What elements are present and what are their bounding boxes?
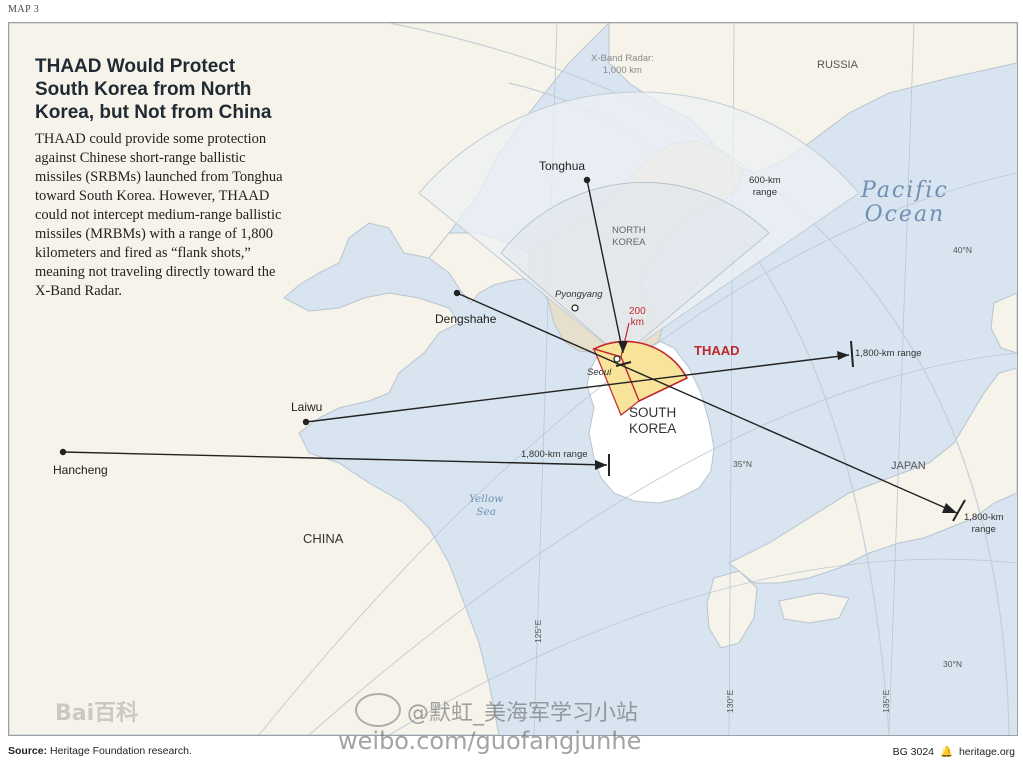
label-china: CHINA	[303, 531, 344, 546]
label-laiwu: Laiwu	[291, 400, 323, 414]
range-600-label: 600-km range	[749, 175, 781, 198]
dengshahe-dot	[453, 289, 461, 297]
info-panel: THAAD Would Protect South Korea from Nor…	[35, 55, 287, 301]
map-number: MAP 3	[8, 4, 40, 15]
source-label: Source:	[8, 745, 48, 757]
label-thaad: THAAD	[694, 343, 740, 358]
label-pyongyang: Pyongyang	[555, 289, 603, 300]
label-south-korea: SOUTH KOREA	[629, 405, 677, 436]
label-35n: 35°N	[733, 459, 752, 469]
weibo-handle-watermark: @默虹_美海军学习小站	[407, 701, 639, 726]
radar-coverage-600km	[500, 182, 770, 358]
label-yellow-sea: Yellow Sea	[469, 493, 504, 518]
footer-source: Source: Heritage Foundation research.	[8, 745, 192, 757]
baidu-watermark: Bai百科	[55, 701, 139, 726]
trajectory-laiwu	[305, 354, 850, 423]
arrow-laiwu	[837, 351, 849, 360]
map-title: THAAD Would Protect South Korea from Nor…	[35, 56, 272, 123]
trajectory-hancheng	[62, 451, 608, 466]
japan-honshu	[728, 367, 1017, 584]
label-tonghua: Tonghua	[539, 159, 586, 173]
range-label-hancheng: 1,800-km range	[521, 449, 588, 460]
label-200km: 200 km	[629, 306, 646, 328]
thaad-coverage-rear	[592, 348, 640, 416]
footer-right: BG 3024 🔔 heritage.org	[893, 745, 1015, 758]
site-link[interactable]: heritage.org	[958, 746, 1015, 758]
arrow-dengshahe	[942, 503, 957, 513]
trajectory-dengshahe	[456, 292, 958, 514]
laiwu-dot	[302, 418, 310, 426]
range-end-ticks	[608, 340, 966, 522]
weibo-url-watermark: weibo.com/guofangjunhe	[338, 727, 642, 755]
map-area: THAAD Would Protect South Korea from Nor…	[8, 22, 1018, 736]
report-code: BG 3024	[892, 746, 935, 758]
bell-icon: 🔔	[939, 746, 954, 758]
label-japan: JAPAN	[891, 460, 926, 472]
japan-hokkaido	[990, 292, 1017, 354]
label-30n: 30°N	[943, 659, 962, 669]
missile-trajectories	[62, 179, 958, 514]
source-text: Heritage Foundation research.	[50, 745, 192, 757]
range-label-dengshahe: 1,800-km range	[964, 512, 1004, 535]
radar-coverage-1000km	[418, 91, 860, 358]
label-north-korea: NORTH KOREA	[612, 225, 646, 248]
label-130e: 130°E	[725, 689, 735, 713]
map-description: THAAD could provide some protection agai…	[35, 131, 283, 299]
label-hancheng: Hancheng	[53, 463, 108, 477]
label-seoul: Seoul	[587, 367, 612, 378]
hancheng-dot	[59, 448, 67, 456]
seoul-dot	[613, 355, 621, 363]
weibo-logo	[355, 693, 401, 727]
label-pacific-ocean: Pacific Ocean	[861, 178, 949, 227]
arrow-tonghua	[618, 341, 628, 353]
map-canvas	[9, 23, 1017, 735]
tonghua-dot	[583, 176, 591, 184]
arrowheads	[595, 341, 957, 513]
range-label-laiwu: 1,800-km range	[855, 348, 922, 359]
pyongyang-dot	[571, 304, 579, 312]
label-135e: 135°E	[881, 689, 891, 713]
arrow-hancheng	[595, 460, 607, 470]
trajectory-tonghua	[586, 179, 624, 354]
label-dengshahe: Dengshahe	[435, 312, 497, 326]
city-markers	[59, 176, 591, 456]
japan-shikoku	[778, 592, 850, 624]
radar-label: X-Band Radar: 1,000 km	[591, 53, 654, 76]
label-40n: 40°N	[953, 245, 972, 255]
label-125e: 125°E	[533, 619, 543, 643]
label-russia: RUSSIA	[817, 59, 858, 71]
